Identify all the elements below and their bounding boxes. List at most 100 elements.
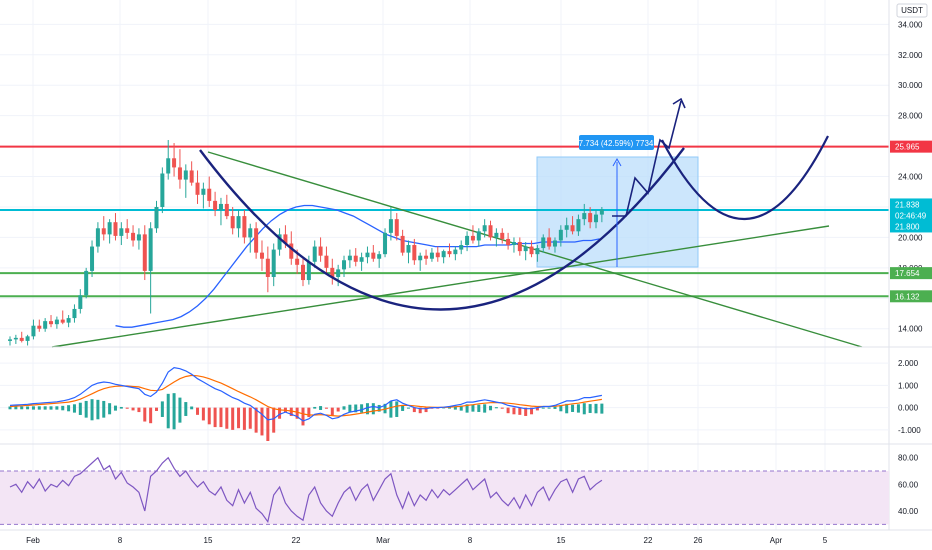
candle-body <box>201 188 206 195</box>
horizontal-levels <box>0 145 889 298</box>
candle-body <box>66 318 71 323</box>
candle-body <box>283 234 288 244</box>
candle-body <box>90 246 95 271</box>
macd-histogram-bar <box>155 407 158 411</box>
candle-body <box>295 258 300 265</box>
candle-body <box>131 232 136 241</box>
price-tick-label: 32.000 <box>898 51 923 60</box>
candle-body <box>195 182 200 195</box>
candle-body <box>353 255 358 262</box>
candle-body <box>236 216 241 229</box>
projection-curve[interactable] <box>661 135 829 221</box>
candle-body <box>13 337 18 340</box>
macd-histogram-bar <box>31 406 35 410</box>
candle-body <box>230 216 235 229</box>
candles <box>8 140 604 346</box>
price-tick-label: 24.000 <box>898 173 923 182</box>
zigzag-arrow-head <box>672 97 686 109</box>
resistance-price-tag-text: 25.965 <box>895 143 920 152</box>
candle-body <box>107 222 112 235</box>
macd-histogram-bar <box>184 402 188 416</box>
macd-histogram-bar <box>254 407 258 433</box>
candle-body <box>113 222 118 236</box>
macd-histogram-bar <box>406 407 410 409</box>
macd-histogram-bar <box>272 407 276 433</box>
candle-body <box>394 219 399 236</box>
descending-trendline[interactable] <box>207 151 863 348</box>
support-2-price-tag <box>890 267 932 280</box>
macd-histogram-bar <box>26 406 30 410</box>
candle-body <box>119 228 124 236</box>
ascending-trendline[interactable] <box>51 225 830 348</box>
macd-histogram-bar <box>43 406 47 410</box>
macd-histogram-bar <box>72 404 76 413</box>
candle-body <box>207 188 212 201</box>
candle-body <box>412 245 417 261</box>
support-1-price-tag-text: 21.800 <box>895 222 920 231</box>
macd-histogram-bar <box>489 405 493 411</box>
macd-histogram-bar <box>219 407 223 428</box>
macd-histogram-bar <box>266 407 270 441</box>
macd-histogram-bar <box>395 401 399 417</box>
resistance-price-tag <box>890 140 932 153</box>
macd-histogram-bar <box>313 406 317 409</box>
candle-body <box>336 269 341 277</box>
macd-histogram-bar <box>401 405 405 411</box>
macd-histogram-bar <box>547 407 551 409</box>
macd-histogram-bar <box>201 407 205 421</box>
time-tick-label: 5 <box>823 536 828 545</box>
macd-histogram-bar <box>354 404 358 413</box>
candle-body <box>476 231 481 241</box>
macd-histogram-bar <box>295 407 299 419</box>
candle-body <box>371 252 376 259</box>
support-1-price-tag <box>890 220 932 233</box>
macd-histogram-bar <box>518 407 522 415</box>
time-tick-label: 22 <box>292 536 301 545</box>
macd-histogram-bar <box>84 400 88 418</box>
macd-histogram-bar <box>330 407 334 416</box>
candle-body <box>517 241 522 252</box>
candle-body <box>447 251 452 255</box>
macd-histogram-bar <box>348 404 352 412</box>
candle-body <box>599 209 604 215</box>
candle-body <box>177 167 182 180</box>
current-price-tag <box>890 198 932 211</box>
rsi-axis-ticks: 80.00 60.00 40.00 <box>898 454 919 516</box>
currency-label-frame <box>896 3 928 18</box>
measure-label[interactable]: 7.734 (42.59%) 7734 <box>579 135 654 150</box>
macd-tick-label: 2.000 <box>898 359 919 368</box>
macd-histogram-bar <box>559 405 563 412</box>
candle-body <box>500 232 505 239</box>
time-tick-label: Apr <box>770 536 783 545</box>
macd-histogram-bar <box>530 407 534 415</box>
candle-body <box>183 170 188 180</box>
candle-body <box>289 243 294 259</box>
macd-histogram-bar <box>67 405 71 412</box>
candle-body <box>547 237 552 247</box>
macd-histogram-bar <box>78 402 82 415</box>
macd-signal-line <box>9 374 602 417</box>
candle-body <box>318 246 323 256</box>
time-tick-label: 26 <box>694 536 703 545</box>
candle-body <box>582 213 587 220</box>
macd-histogram-bar <box>178 397 182 423</box>
macd-histogram-bar <box>196 407 200 415</box>
macd-histogram-bar <box>248 407 252 429</box>
candle-body <box>218 203 223 211</box>
macd-histogram-bar <box>278 407 282 419</box>
macd-histogram-bar <box>49 406 53 410</box>
zigzag-projection-arrow[interactable] <box>612 100 682 217</box>
candle-body <box>558 229 563 241</box>
macd-histogram-bar <box>412 407 416 413</box>
candle-body <box>265 258 270 277</box>
macd-histogram-bar <box>37 406 41 410</box>
candle-body <box>136 234 141 241</box>
macd-histogram-bar <box>90 399 94 421</box>
macd-histogram-bar <box>166 393 170 429</box>
macd-line <box>9 366 603 422</box>
macd-histogram-bar <box>565 403 569 414</box>
cup-curve[interactable] <box>199 147 685 311</box>
macd-histogram-bar <box>102 400 106 418</box>
candle-body <box>54 319 59 325</box>
